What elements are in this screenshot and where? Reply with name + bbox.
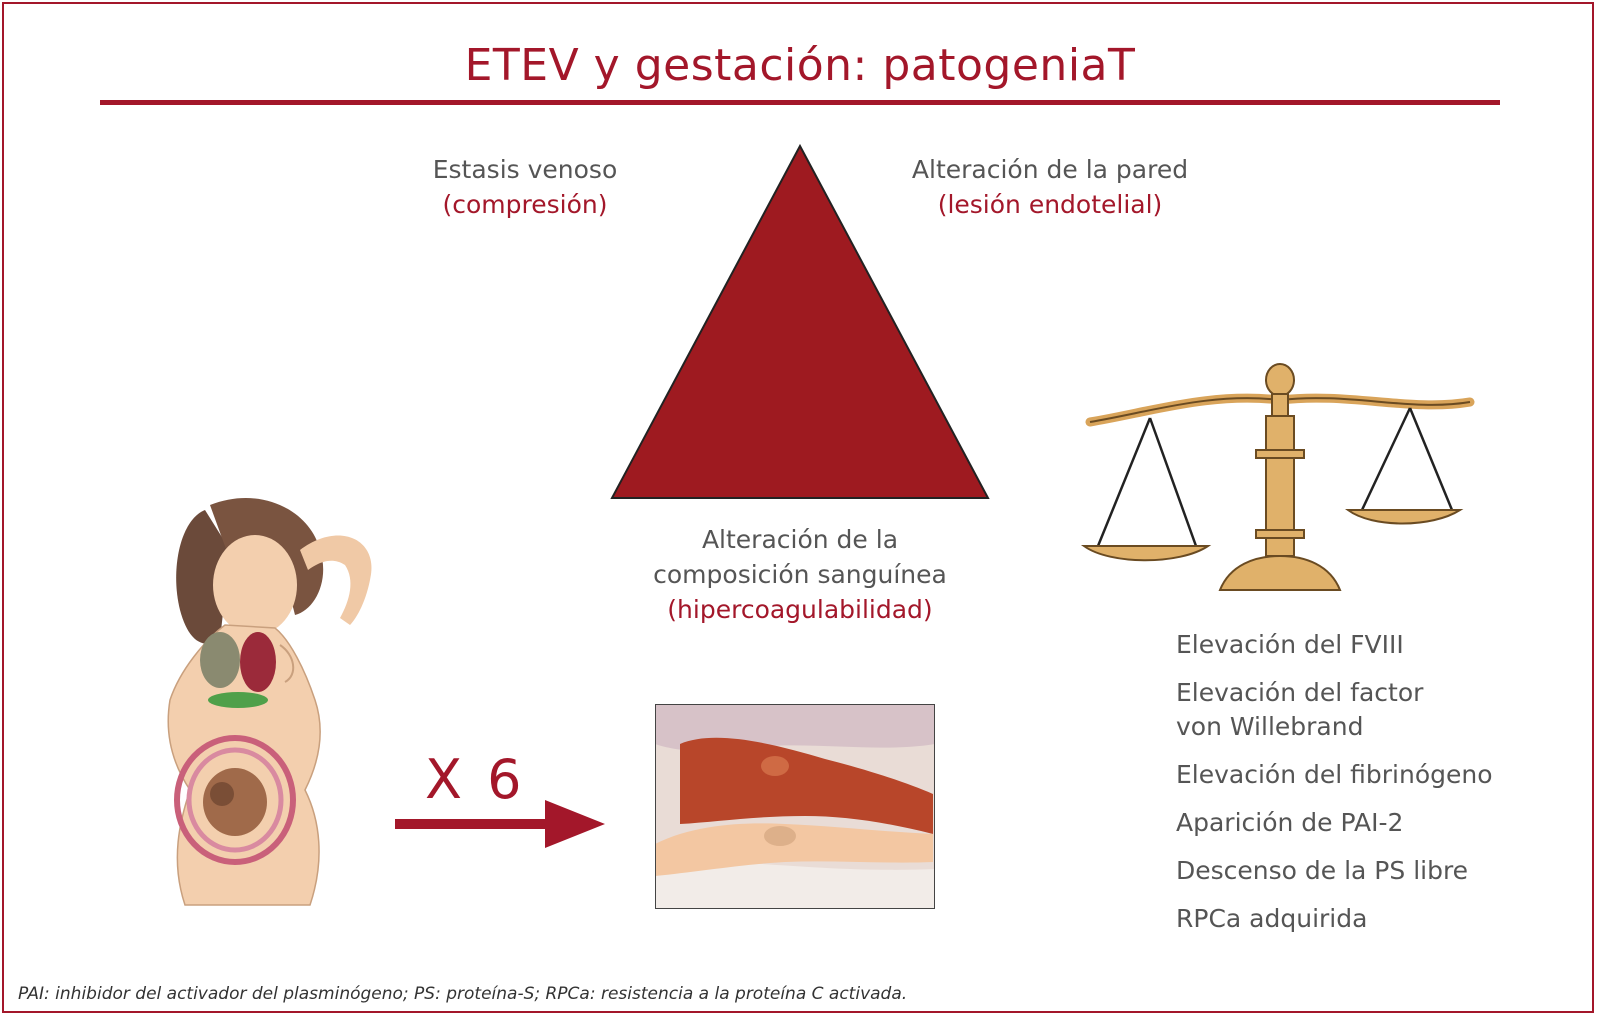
factor-item-line: RPCa adquirida [1176,904,1368,933]
label-estasis-line1: Estasis venoso [432,155,618,184]
scale-icon [1080,363,1475,591]
figure-title: ETEV y gestación: patogeniaT [464,40,1136,91]
label-pared-line1: Alteración de la pared [911,155,1189,184]
coagulation-factors-list: Elevación del FVIII Elevación del factor… [1176,628,1596,950]
label-estasis: Estasis venoso (compresión) [420,152,630,222]
arrow-right-icon [395,800,605,848]
factor-item-line: Elevación del factor [1176,678,1424,707]
factor-item: Elevación del factor von Willebrand [1176,676,1596,744]
triangle-icon [610,143,990,499]
factor-item-line: von Willebrand [1176,712,1364,741]
label-composicion-line3: (hipercoagulabilidad) [667,595,933,624]
factor-item: RPCa adquirida [1176,902,1596,936]
label-pared: Alteración de la pared (lesión endotelia… [900,152,1200,222]
label-composicion-line2: composición sanguínea [653,560,947,589]
label-composicion-line1: Alteración de la [701,525,899,554]
factor-item: Aparición de PAI-2 [1176,806,1596,840]
swollen-leg-photo [655,704,935,909]
multiplier-label: X 6 [425,748,526,811]
factor-item: Elevación del FVIII [1176,628,1596,662]
label-pared-line2: (lesión endotelial) [937,190,1163,219]
pregnant-woman-illustration [167,497,372,906]
title-underline [100,100,1500,105]
factor-item-line: Elevación del FVIII [1176,630,1404,659]
factor-item-line: Descenso de la PS libre [1176,856,1469,885]
factor-item: Elevación del fibrinógeno [1176,758,1596,792]
factor-item-line: Elevación del fibrinógeno [1176,760,1493,789]
footnote: PAI: inhibidor del activador del plasmin… [18,984,908,1004]
factor-item-line: Aparición de PAI-2 [1176,808,1404,837]
factor-item: Descenso de la PS libre [1176,854,1596,888]
label-estasis-line2: (compresión) [442,190,608,219]
label-composicion: Alteración de la composición sanguínea (… [630,522,970,627]
